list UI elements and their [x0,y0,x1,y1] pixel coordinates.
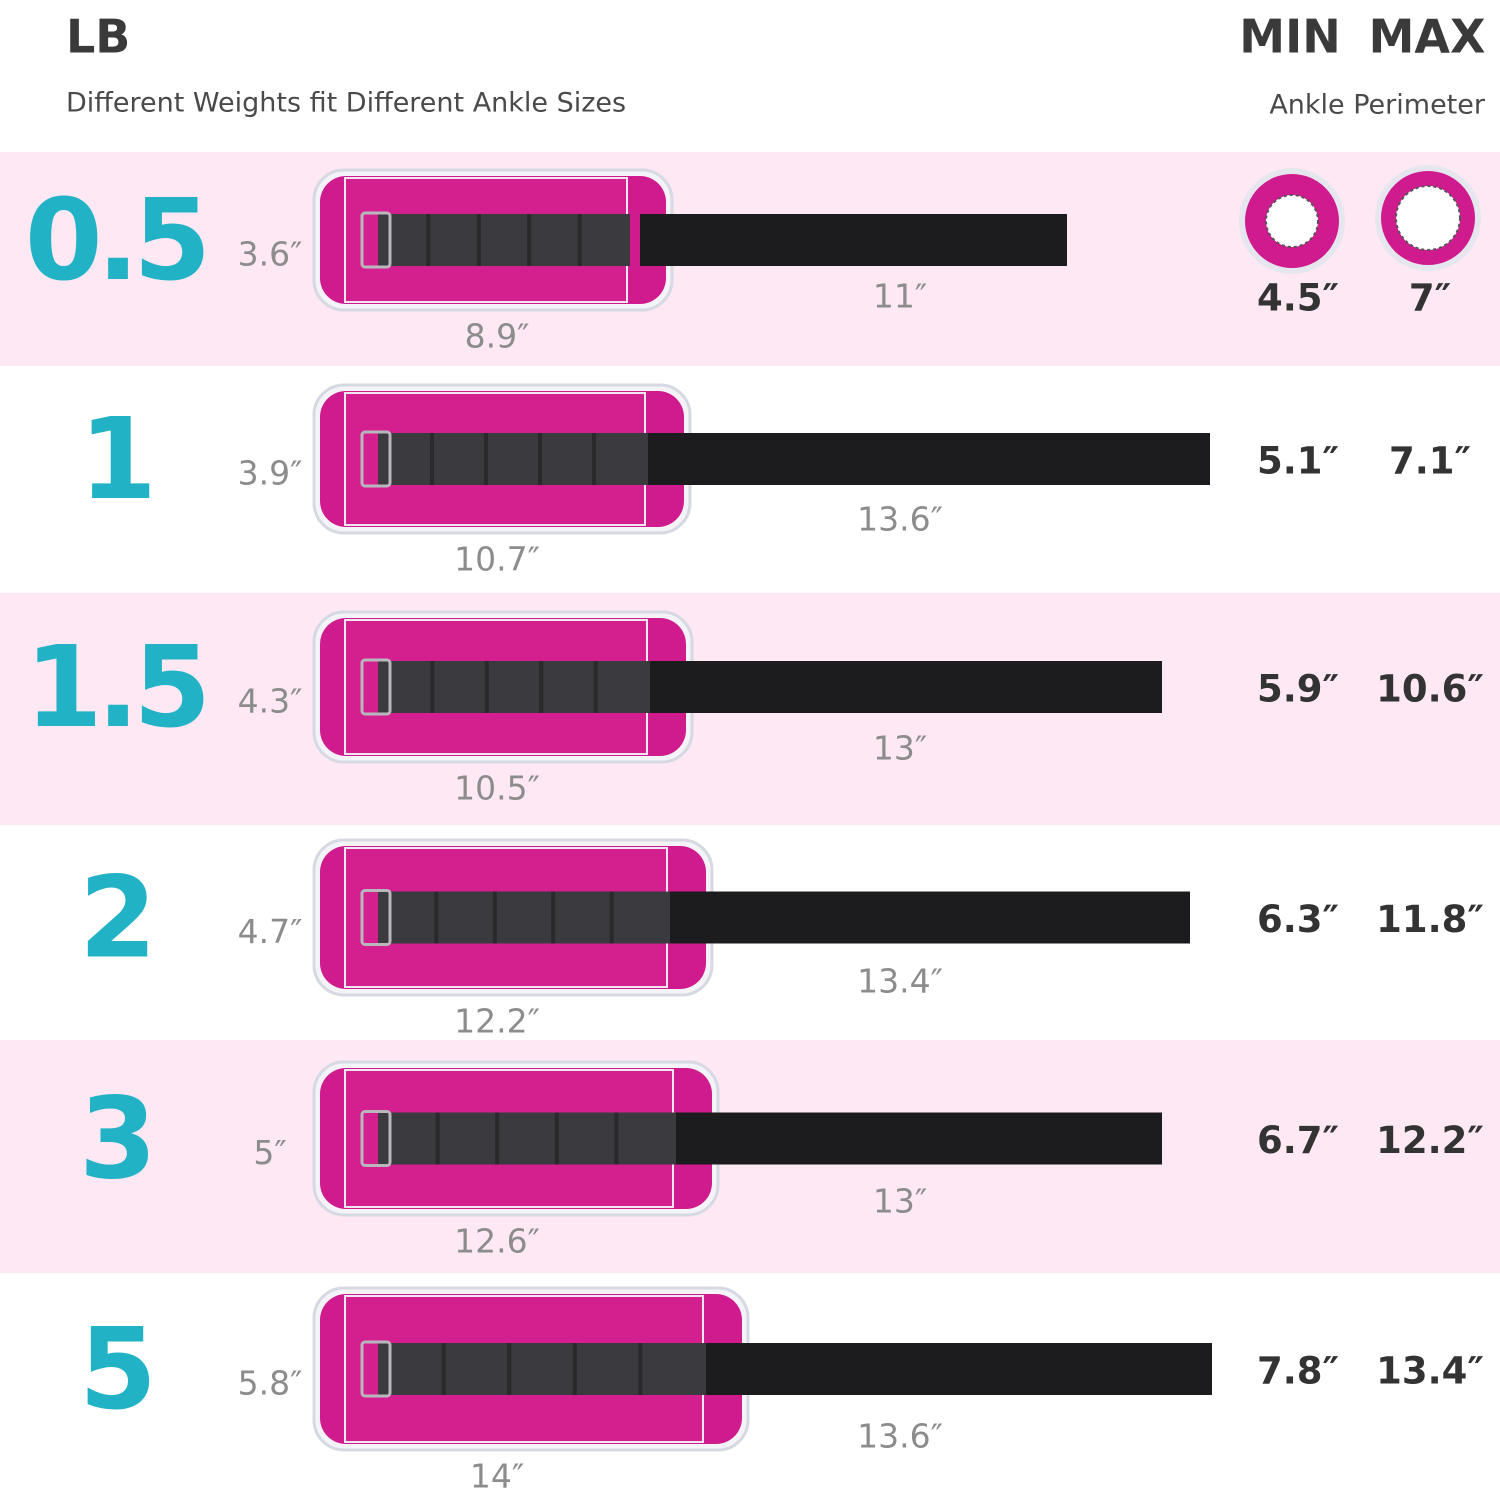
weight: 3 [79,1074,151,1204]
height-dim: 5.8″ [238,1364,303,1403]
length-dim: 8.9″ [465,317,530,356]
strap [640,1112,1162,1165]
min-perimeter: 6.7″ [1257,1119,1339,1162]
weight: 2 [79,853,151,983]
min-label: MIN [1239,10,1340,64]
strap-inner [378,891,670,944]
ankle-weight [312,838,1190,997]
strap-dim: 13.6″ [857,500,943,539]
buckle [360,430,392,488]
weight: 0.5 [25,176,205,306]
ankle-weight [312,1286,1212,1452]
max-perimeter: 12.2″ [1376,1119,1484,1162]
length-dim: 14″ [470,1457,524,1496]
max-label: MAX [1369,10,1486,64]
height-dim: 4.7″ [238,912,303,951]
perimeter-label: Ankle Perimeter [1269,90,1486,121]
max-perimeter: 7.1″ [1389,440,1471,483]
strap-dim: 13.6″ [857,1417,943,1456]
length-dim: 10.5″ [454,769,540,808]
length-dim: 12.6″ [454,1222,540,1261]
strap-dim: 13.4″ [857,962,943,1001]
strap-dim: 13″ [873,1182,927,1221]
length-dim: 12.2″ [454,1002,540,1041]
ankle-weight [312,383,1210,535]
weight: 5 [79,1305,151,1435]
strap [640,214,1067,266]
ankle-weight [312,168,1067,312]
strap-inner [378,661,650,713]
length-dim: 10.7″ [454,540,540,579]
strap-inner [378,214,630,266]
max-perimeter: 7″ [1409,277,1451,320]
min-perimeter: 5.9″ [1257,668,1339,711]
strap-dim: 13″ [873,729,927,768]
strap [640,1343,1212,1395]
strap-dim: 11″ [873,277,927,316]
strap-inner [378,1112,676,1165]
min-perimeter: 4.5″ [1257,277,1339,320]
buckle [360,1110,392,1167]
min-perimeter: 7.8″ [1257,1350,1339,1393]
strap [640,891,1190,944]
ring-hole [1265,194,1319,248]
min-perimeter: 5.1″ [1257,440,1339,483]
buckle [360,889,392,946]
height-dim: 3.9″ [238,454,303,493]
strap-inner [378,433,648,485]
ankle-weight [312,610,1162,764]
strap-inner [378,1343,706,1395]
max-perimeter: 10.6″ [1376,668,1484,711]
subtitle: Different Weights fit Different Ankle Si… [66,88,626,119]
unit: LB [66,10,130,64]
height-dim: 4.3″ [238,682,303,721]
max-perimeter: 13.4″ [1376,1350,1484,1393]
buckle [360,1340,392,1398]
ring-hole [1395,185,1461,251]
max-perimeter: 11.8″ [1376,898,1484,941]
weight: 1 [79,395,151,525]
strap [640,661,1162,713]
buckle [360,658,392,716]
height-dim: 5″ [253,1133,286,1172]
height-dim: 3.6″ [238,235,303,274]
ankle-weight [312,1060,1162,1217]
buckle [360,211,392,269]
strap [640,433,1210,485]
min-perimeter: 6.3″ [1257,898,1339,941]
weight: 1.5 [25,623,205,753]
